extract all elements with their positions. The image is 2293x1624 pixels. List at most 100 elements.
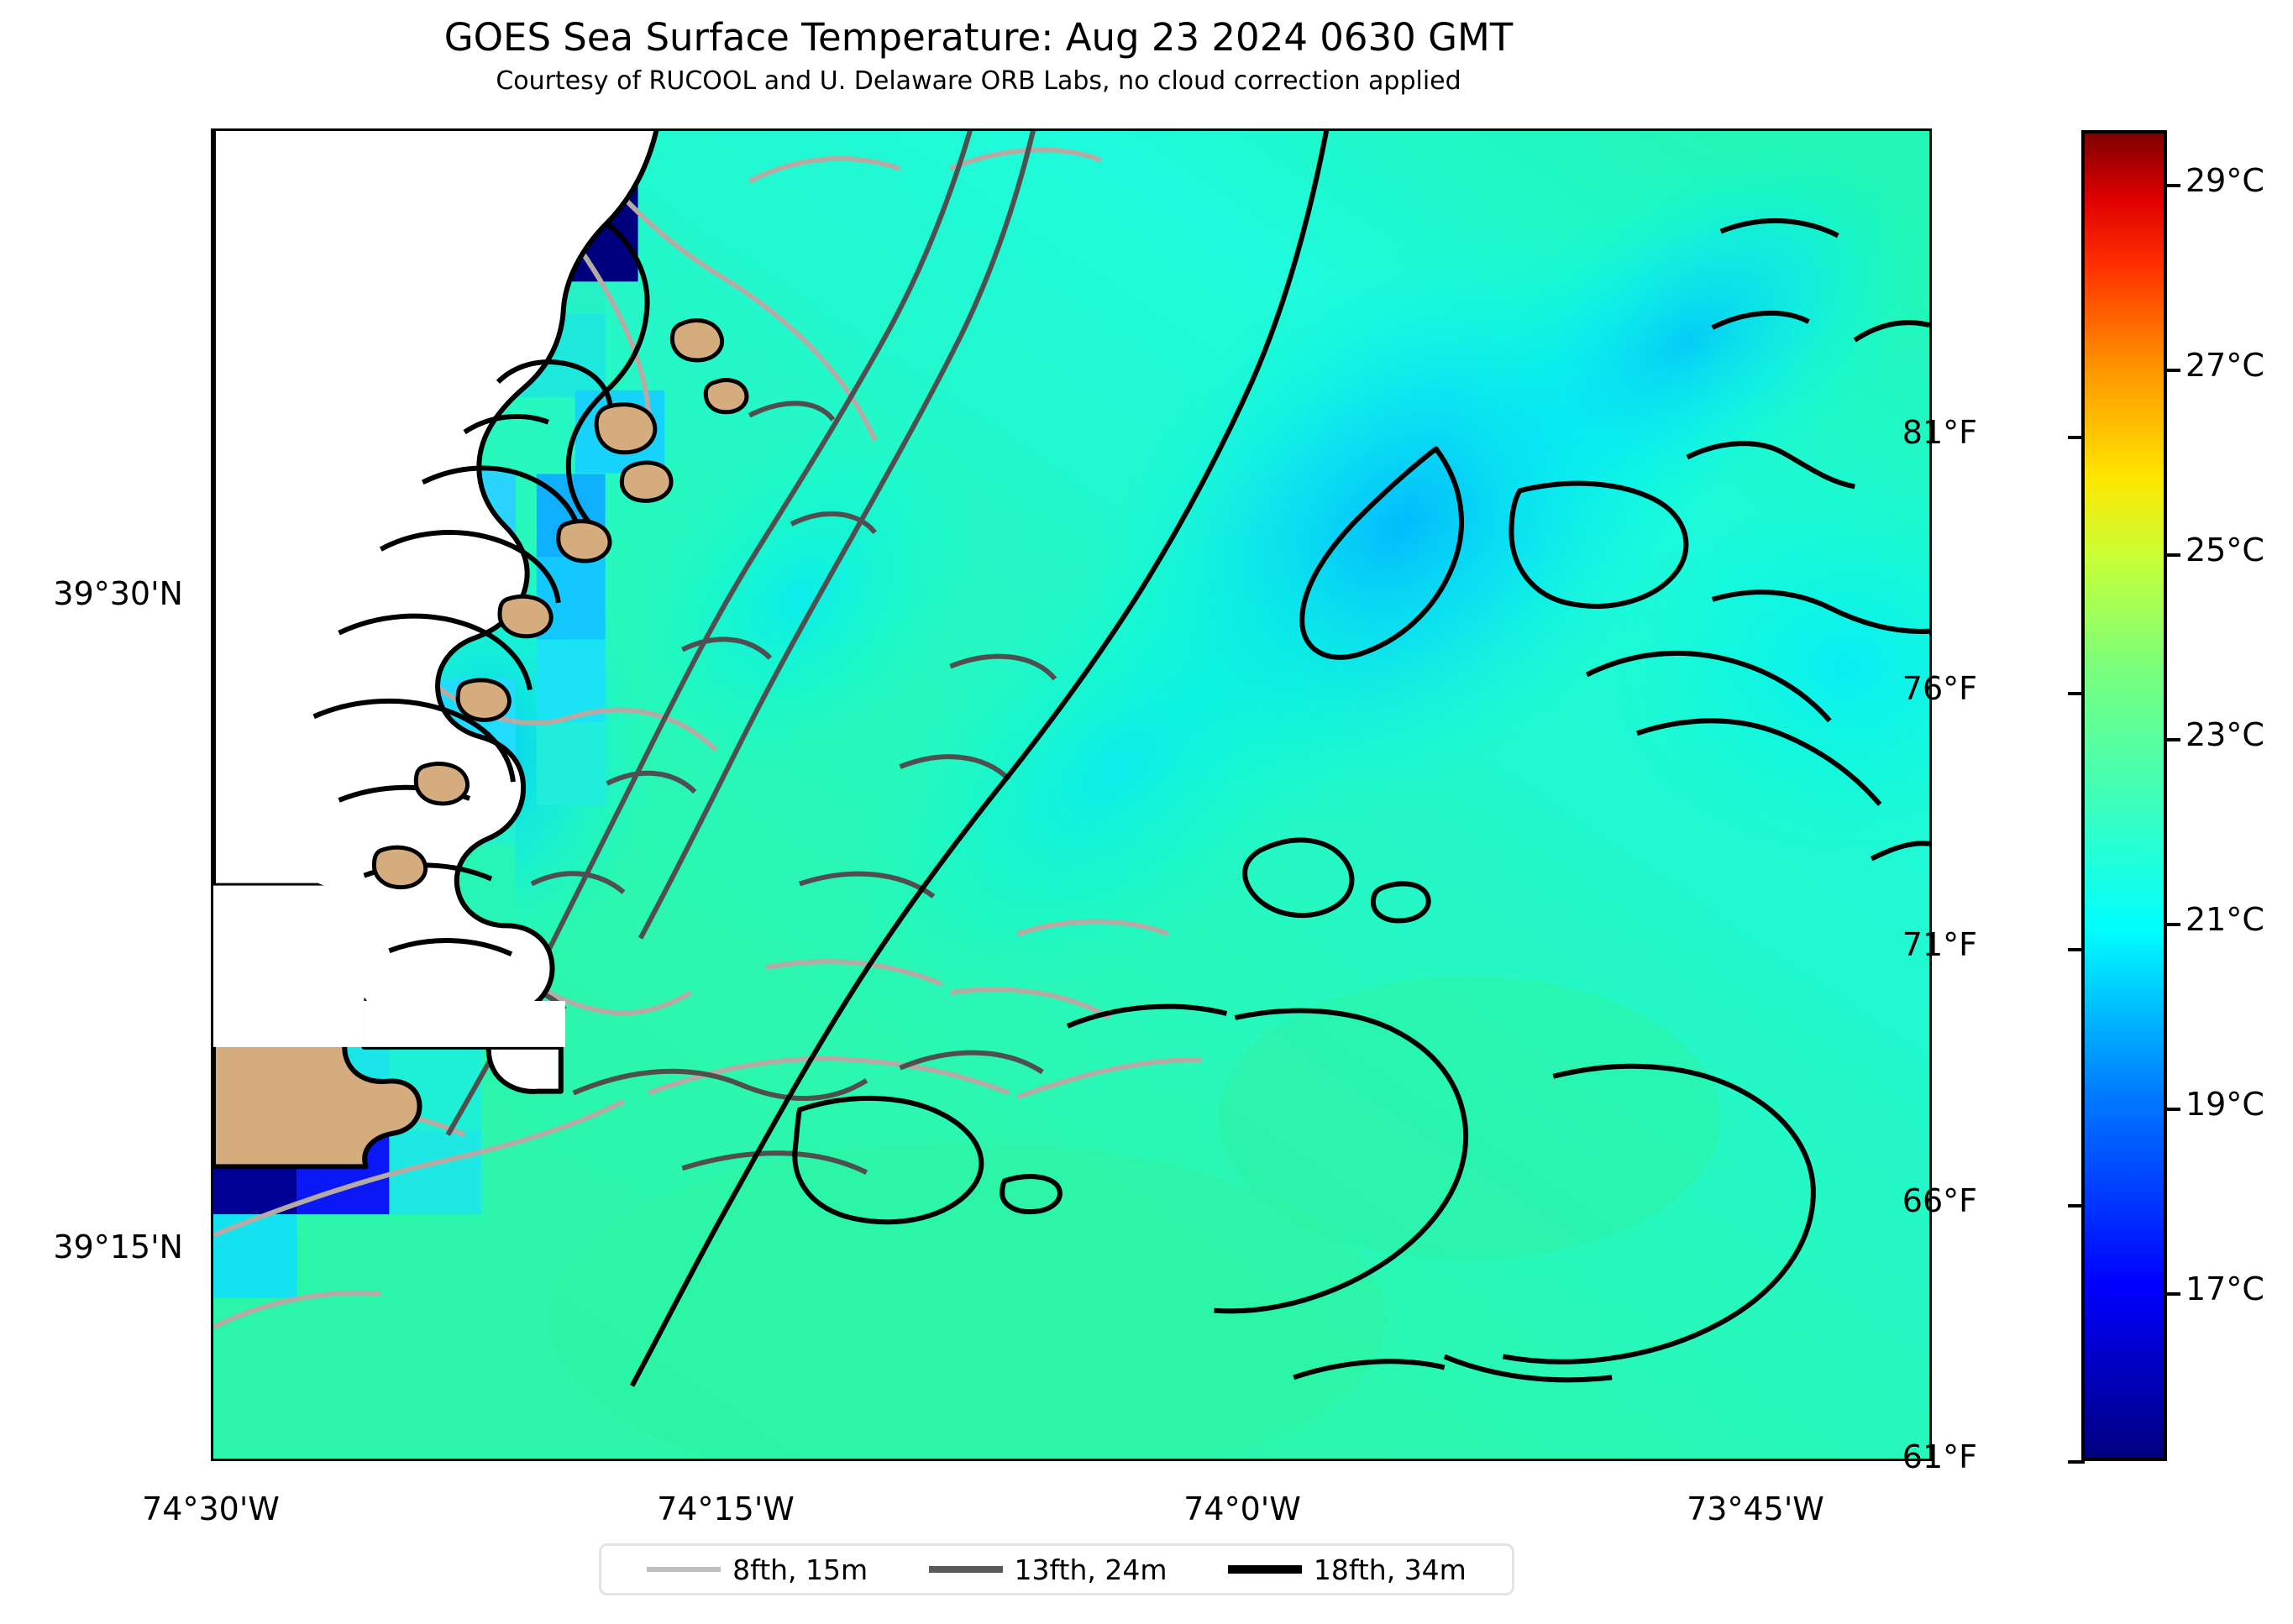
legend-label: 13fth, 24m <box>1014 1553 1167 1586</box>
ytick-right-major <box>1929 596 1932 600</box>
ytick-major <box>211 596 213 600</box>
island-patches <box>371 318 749 890</box>
cbar-label-c: 19°C <box>2185 1086 2264 1123</box>
xtick-top-minor <box>342 128 345 131</box>
cbar-tick-c <box>2164 369 2180 372</box>
ytick-minor <box>211 161 213 165</box>
cbar-label-c: 25°C <box>2185 532 2264 568</box>
cbar-label-f: 66°F <box>1902 1182 1977 1219</box>
cbar-tick-c <box>2164 1108 2180 1111</box>
ytick-minor <box>211 1140 213 1144</box>
cbar-tick-f <box>2068 1460 2085 1464</box>
ytick-right-minor <box>1929 379 1932 382</box>
legend-item[interactable]: 18fth, 34m <box>1227 1553 1467 1586</box>
cbar-tick-c <box>2164 184 2180 187</box>
cbar-tick-f <box>2068 436 2085 439</box>
xtick-top-minor <box>858 128 861 131</box>
ytick-major <box>211 1249 213 1254</box>
legend-swatch-18fth <box>1227 1565 1302 1574</box>
page-subtitle: Courtesy of RUCOOL and U. Delaware ORB L… <box>496 66 1461 96</box>
page-title: GOES Sea Surface Temperature: Aug 23 202… <box>443 15 1514 60</box>
cbar-tick-c <box>2164 553 2180 557</box>
ytick-right-minor <box>1929 1140 1932 1144</box>
ytick-minor <box>211 488 213 491</box>
cbar-tick-c <box>2164 1292 2180 1296</box>
title-block: GOES Sea Surface Temperature: Aug 23 202… <box>0 0 1957 99</box>
colorbar[interactable] <box>2068 130 2180 1464</box>
xtick-top-minor <box>1374 128 1377 131</box>
ytick-right-minor <box>1929 1032 1932 1035</box>
xtick-label: 73°45'W <box>1687 1490 1824 1527</box>
xtick-top-minor <box>470 128 474 131</box>
xtick-top-major <box>213 128 218 131</box>
ytick-minor <box>211 270 213 273</box>
map-clip <box>213 131 1929 1459</box>
xtick-minor <box>986 1459 989 1461</box>
xtick-label: 74°30'W <box>142 1490 280 1527</box>
xtick-major <box>1245 1459 1249 1461</box>
xtick-label: 74°0'W <box>1183 1490 1301 1527</box>
ytick-minor <box>211 814 213 817</box>
ytick-minor <box>211 1359 213 1362</box>
xtick-minor <box>1115 1459 1119 1461</box>
cbar-label-f: 71°F <box>1902 926 1977 963</box>
xtick-top-minor <box>1887 128 1891 131</box>
cbar-tick-f <box>2068 1204 2085 1208</box>
cbar-label-c: 21°C <box>2185 901 2264 938</box>
bathymetry-legend[interactable]: 8fth, 15m 13fth, 24m 18fth, 34m <box>599 1543 1514 1595</box>
ytick-right-minor <box>1929 161 1932 165</box>
cbar-tick-c <box>2164 738 2180 741</box>
cbar-tick-f <box>2068 692 2085 695</box>
xtick-top-minor <box>1632 128 1635 131</box>
sst-map-axes[interactable] <box>211 128 1932 1461</box>
ytick-minor <box>211 379 213 382</box>
xtick-minor <box>858 1459 861 1461</box>
legend-swatch-13fth <box>928 1566 1003 1573</box>
xtick-minor <box>1887 1459 1891 1461</box>
xtick-minor <box>1374 1459 1377 1461</box>
ytick-minor <box>211 923 213 926</box>
cbar-tick-c <box>2164 923 2180 926</box>
xtick-top-major <box>728 128 732 131</box>
xtick-label: 74°15'W <box>657 1490 795 1527</box>
ytick-right-minor <box>1929 488 1932 491</box>
legend-item[interactable]: 8fth, 15m <box>647 1553 868 1586</box>
xtick-top-major <box>1758 128 1762 131</box>
legend-label: 8fth, 15m <box>732 1553 868 1586</box>
ytick-label: 39°30'N <box>53 575 183 612</box>
cbar-label-f: 81°F <box>1902 414 1977 451</box>
ytick-right-minor <box>1929 814 1932 817</box>
xtick-minor <box>1503 1459 1506 1461</box>
ytick-right-minor <box>1929 270 1932 273</box>
legend-label: 18fth, 34m <box>1313 1553 1467 1586</box>
xtick-top-minor <box>986 128 989 131</box>
xtick-top-minor <box>1503 128 1506 131</box>
cbar-tick-f <box>2068 948 2085 951</box>
sst-map-canvas <box>213 131 1929 1459</box>
xtick-major <box>1758 1459 1762 1461</box>
xtick-minor <box>1632 1459 1635 1461</box>
xtick-top-minor <box>600 128 603 131</box>
xtick-minor <box>600 1459 603 1461</box>
nodata-area <box>213 131 659 1094</box>
ytick-label: 39°15'N <box>53 1228 183 1265</box>
ytick-right-minor <box>1929 1359 1932 1362</box>
legend-swatch-8fth <box>647 1567 721 1572</box>
cbar-label-c: 17°C <box>2185 1270 2264 1307</box>
xtick-top-major <box>1245 128 1249 131</box>
ytick-minor <box>211 1032 213 1035</box>
cbar-label-f: 76°F <box>1902 670 1977 707</box>
cbar-label-c: 27°C <box>2185 347 2264 384</box>
xtick-top-minor <box>1115 128 1119 131</box>
legend-item[interactable]: 13fth, 24m <box>928 1553 1167 1586</box>
xtick-minor <box>342 1459 345 1461</box>
cbar-label-c: 29°C <box>2185 162 2264 199</box>
xtick-minor <box>470 1459 474 1461</box>
cbar-label-c: 23°C <box>2185 716 2264 753</box>
cbar-label-f: 61°F <box>1902 1438 1977 1475</box>
xtick-major <box>213 1459 218 1461</box>
xtick-major <box>728 1459 732 1461</box>
contour-18fth <box>629 131 1929 1387</box>
ytick-right-major <box>1929 1249 1932 1254</box>
ytick-minor <box>211 705 213 709</box>
